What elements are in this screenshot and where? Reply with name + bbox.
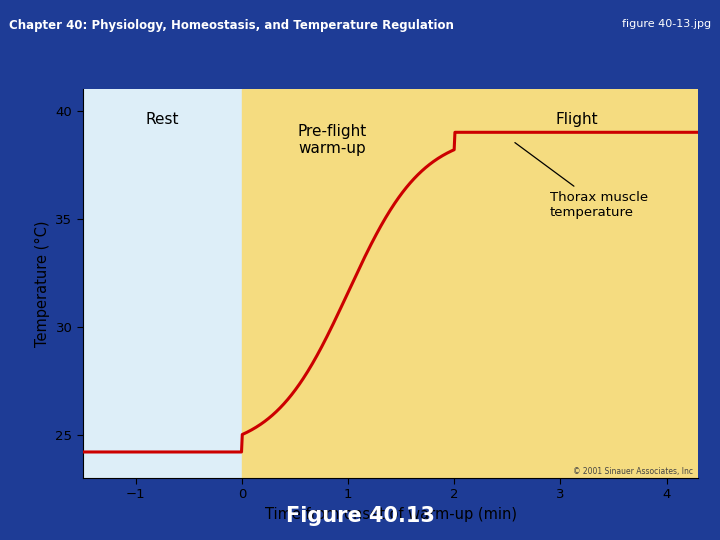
X-axis label: Time from onset of warm-up (min): Time from onset of warm-up (min) bbox=[265, 507, 517, 522]
Text: Chapter 40: Physiology, Homeostasis, and Temperature Regulation: Chapter 40: Physiology, Homeostasis, and… bbox=[9, 19, 454, 32]
Text: © 2001 Sinauer Associates, Inc: © 2001 Sinauer Associates, Inc bbox=[573, 467, 693, 476]
Text: Pre-flight
warm-up: Pre-flight warm-up bbox=[297, 124, 367, 156]
Text: Thorax muscle
temperature: Thorax muscle temperature bbox=[515, 143, 648, 219]
Bar bbox=[242, 89, 454, 478]
Bar bbox=[454, 89, 698, 478]
Text: Rest: Rest bbox=[145, 112, 179, 127]
Y-axis label: Temperature (°C): Temperature (°C) bbox=[35, 220, 50, 347]
Text: Figure 40.13: Figure 40.13 bbox=[286, 507, 434, 526]
Text: Flight: Flight bbox=[555, 112, 598, 127]
Text: figure 40-13.jpg: figure 40-13.jpg bbox=[622, 19, 711, 29]
Bar bbox=[83, 89, 242, 478]
